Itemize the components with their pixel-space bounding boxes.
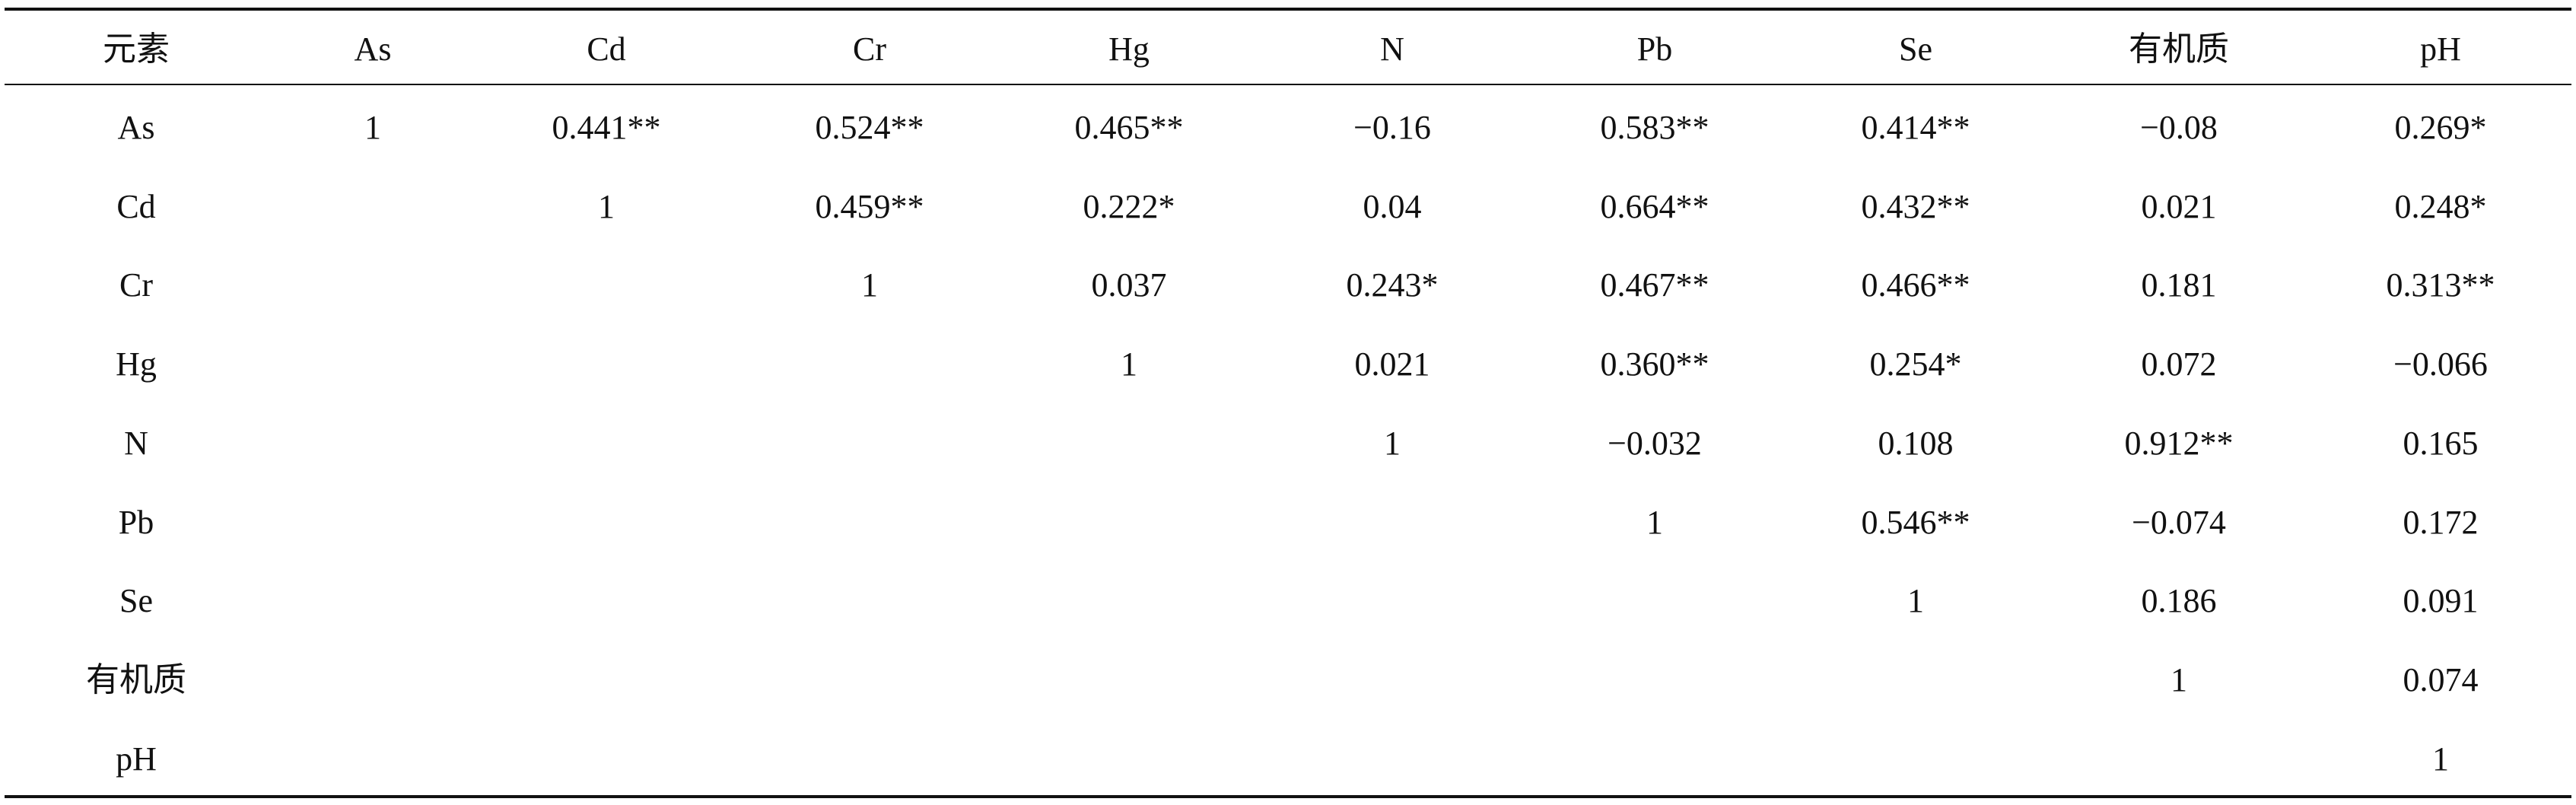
row-label: Cr [119,266,153,304]
value-cell: 0.583** [1600,109,1709,146]
value-cell: 1 [2432,740,2449,778]
value-cell: 0.467** [1600,266,1709,304]
row-label: Pb [118,503,154,541]
value-cell: 1 [598,187,615,225]
value-cell: 0.313** [2386,266,2495,304]
value-cell: 0.04 [1363,187,1422,225]
value-cell: 0.414** [1861,109,1970,146]
value-cell: 0.243* [1346,266,1439,304]
value-cell: 0.912** [2124,424,2234,462]
row-label: 有机质 [86,660,186,698]
header-cell: pH [2420,30,2461,68]
value-cell: 0.360** [1600,345,1709,383]
value-cell: 0.186 [2141,582,2217,620]
row-label: As [117,109,155,146]
value-cell: −0.08 [2140,109,2218,146]
top-rule [5,8,2571,11]
value-cell: 0.037 [1091,266,1167,304]
value-cell: 0.432** [1861,187,1970,225]
header-cell: 元素 [103,30,170,68]
value-cell: 0.074 [2403,660,2479,698]
value-cell: 1 [1646,503,1663,541]
header-cell: Cr [853,30,886,68]
value-cell: 0.466** [1861,266,1970,304]
value-cell: 0.021 [2141,187,2217,225]
row-label: Cd [116,187,156,225]
value-cell: 0.254* [1869,345,1962,383]
value-cell: 0.091 [2403,582,2479,620]
value-cell: 0.664** [1600,187,1709,225]
value-cell: 0.165 [2403,424,2479,462]
value-cell: −0.16 [1353,109,1431,146]
value-cell: 1 [1121,345,1137,383]
row-label: Se [119,582,153,620]
value-cell: 0.524** [815,109,924,146]
header-cell: N [1380,30,1404,68]
row-label: pH [116,740,157,778]
value-cell: −0.074 [2132,503,2226,541]
header-cell: Cd [587,30,626,68]
value-cell: 1 [2171,660,2187,698]
header-cell: As [354,30,392,68]
value-cell: 0.108 [1878,424,1954,462]
value-cell: 0.248* [2394,187,2487,225]
row-label: N [124,424,148,462]
header-cell: Se [1899,30,1932,68]
value-cell: 1 [364,109,381,146]
header-cell: 有机质 [2129,30,2229,68]
value-cell: 0.546** [1861,503,1970,541]
value-cell: 0.181 [2141,266,2217,304]
value-cell: 0.222* [1083,187,1175,225]
header-cell: Pb [1636,30,1673,68]
value-cell: 0.021 [1354,345,1430,383]
value-cell: 0.465** [1074,109,1184,146]
value-cell: 0.172 [2403,503,2479,541]
value-cell: −0.066 [2393,345,2488,383]
value-cell: 1 [1907,582,1924,620]
value-cell: 0.269* [2394,109,2487,146]
value-cell: 1 [1384,424,1401,462]
value-cell: 0.459** [815,187,924,225]
row-label: Hg [116,345,157,383]
value-cell: 1 [861,266,878,304]
header-cell: Hg [1108,30,1150,68]
value-cell: 0.072 [2141,345,2217,383]
bottom-rule [5,795,2571,798]
value-cell: 0.441** [552,109,661,146]
header-rule [5,84,2571,85]
value-cell: −0.032 [1608,424,1702,462]
